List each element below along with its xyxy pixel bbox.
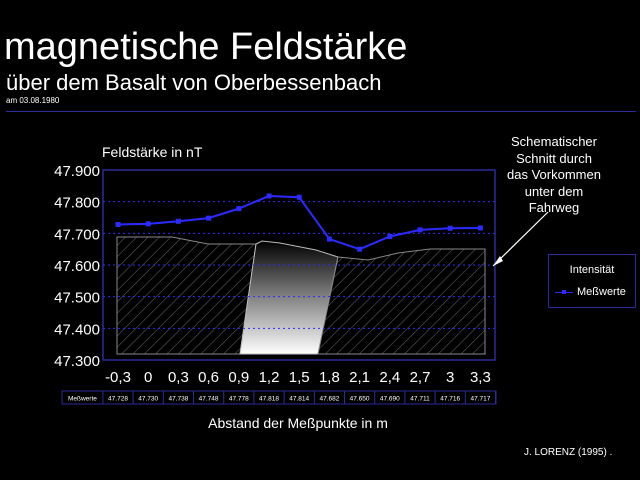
annotation-line: Schnitt durch: [516, 150, 592, 166]
annotation-arrow-line: [492, 211, 549, 267]
series-point: [296, 194, 302, 200]
data-table-cell: 47.730: [138, 396, 158, 403]
chart-legend: Intensität Meßwerte: [548, 254, 636, 308]
series-point: [447, 225, 453, 231]
y-tick-label: 47.400: [54, 321, 100, 338]
series-point: [387, 234, 393, 239]
y-tick-label: 47.500: [54, 290, 100, 307]
series-point: [175, 218, 181, 224]
x-tick-label: 3,3: [470, 369, 491, 386]
y-tick-label: 47.900: [54, 163, 100, 180]
data-table-cell: 47.778: [229, 396, 249, 403]
y-tick-label: 47.800: [54, 195, 100, 212]
legend-item-label: Meßwerte: [577, 286, 626, 298]
x-tick-label: 2,1: [349, 369, 370, 386]
series-point: [236, 206, 242, 212]
x-tick-label: 2,4: [379, 369, 400, 386]
data-table-cell: 47.711: [410, 396, 430, 403]
x-tick-label: 2,7: [410, 369, 431, 386]
data-table-cell: 47.716: [440, 396, 460, 403]
date-label: am 03.08.1980: [6, 96, 60, 105]
x-tick-label: 1,5: [289, 369, 310, 386]
series-point: [477, 225, 483, 231]
legend-title: Intensität: [569, 264, 615, 276]
x-axis-title: Abstand der Meßpunkte in m: [208, 415, 388, 431]
annotation-line: das Vorkommen: [507, 167, 601, 182]
series-point: [115, 221, 121, 227]
header-divider: [6, 111, 636, 112]
series-point: [326, 236, 332, 242]
basalt-dike-body: [239, 240, 339, 355]
x-tick-label: 3: [446, 369, 454, 386]
x-tick-label: 0: [144, 369, 152, 386]
x-tick-label: 1,2: [259, 369, 280, 386]
series-point: [206, 215, 212, 221]
page-subtitle: über dem Basalt von Oberbessenbach: [6, 70, 382, 95]
annotation-line: Fahrweg: [528, 200, 580, 215]
data-table-cell: 47.717: [470, 396, 490, 403]
y-tick-label: 47.600: [54, 258, 100, 275]
series-point: [357, 246, 363, 252]
data-table-cell: 47.650: [350, 396, 370, 403]
data-table-cell: 47.682: [319, 396, 339, 403]
data-table-row-label: Meßwerte: [68, 396, 97, 403]
annotation-line: unter dem: [524, 183, 584, 199]
data-table-cell: 47.818: [259, 396, 279, 403]
legend-series-swatch: [555, 290, 573, 294]
annotation-line: Schematischer: [511, 134, 597, 149]
x-tick-label: 1,8: [319, 369, 340, 386]
data-table-cell: 47.814: [289, 396, 309, 403]
hatched-rock-right: [317, 248, 486, 355]
data-table-cell: 47.748: [199, 396, 219, 403]
page-title: magnetische Feldstärke: [4, 26, 408, 68]
author-credit: J. LORENZ (1995) .: [524, 447, 613, 458]
annotation-arrow-head: [493, 256, 503, 266]
cross-section-annotation: Schematischer Schnitt durch das Vorkomme…: [504, 134, 604, 217]
y-tick-label: 47.300: [54, 353, 100, 370]
x-tick-label: 0,3: [168, 369, 189, 386]
y-tick-label: 47.700: [54, 226, 100, 243]
x-tick-label: -0,3: [105, 369, 131, 386]
x-tick-label: 0,6: [198, 369, 219, 386]
x-tick-label: 0,9: [228, 369, 249, 386]
y-axis-title: Feldstärke in nT: [102, 144, 203, 160]
data-table-cell: 47.738: [168, 396, 188, 403]
series-point: [145, 221, 151, 227]
hatched-rock-left: [116, 236, 257, 355]
series-point: [417, 227, 423, 233]
data-table-cell: 47.728: [108, 396, 128, 403]
data-table-cell: 47.690: [380, 396, 400, 403]
series-point: [266, 193, 272, 199]
